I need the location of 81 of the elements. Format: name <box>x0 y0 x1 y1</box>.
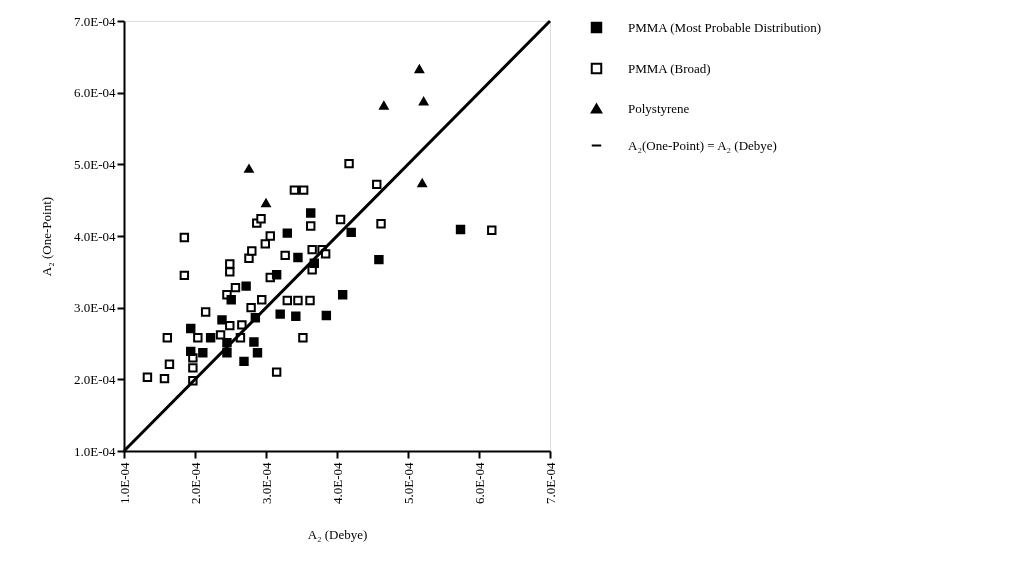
point <box>198 348 208 358</box>
point <box>306 208 316 218</box>
x-tick-label: 2.0E-04 <box>187 462 203 505</box>
point <box>374 254 384 265</box>
x-tick-label: 5.0E-04 <box>400 462 416 505</box>
point <box>159 373 170 384</box>
point <box>306 221 316 231</box>
point <box>376 219 386 229</box>
y-tick-label: 1.0E-04 <box>73 443 116 459</box>
point <box>305 295 315 306</box>
point <box>344 158 354 169</box>
point <box>200 307 211 317</box>
legend-label: PMMA (Most Probable Distribution) <box>628 19 822 35</box>
point <box>321 310 332 321</box>
point <box>293 295 303 306</box>
point <box>164 359 175 369</box>
y-tick-label: 7.0E-04 <box>73 13 116 29</box>
point <box>244 164 254 173</box>
point <box>275 309 285 319</box>
point <box>379 101 389 110</box>
point <box>271 367 282 377</box>
point <box>271 269 282 280</box>
point <box>337 290 348 300</box>
x-axis-title: A₂ (Debye) <box>307 527 368 543</box>
point <box>265 231 275 241</box>
y-tick-label: 6.0E-04 <box>73 85 116 101</box>
point <box>282 295 293 306</box>
point <box>372 179 382 190</box>
point <box>418 97 429 106</box>
point <box>246 302 256 313</box>
point <box>252 348 263 358</box>
point <box>335 214 346 225</box>
point <box>298 333 308 343</box>
point <box>280 250 290 261</box>
point <box>257 295 267 305</box>
y-tick-label: 2.0E-04 <box>73 371 116 387</box>
y-axis-title: A₂ (One-Point) <box>38 196 54 277</box>
legend-label: A₂(One-Point) = A₂ (Debye) <box>628 137 777 153</box>
point <box>256 214 266 224</box>
y-tick-label: 5.0E-04 <box>73 156 116 172</box>
legend-label: Polystyrene <box>628 100 690 116</box>
point <box>455 224 466 235</box>
point <box>186 346 196 357</box>
point <box>222 348 232 358</box>
point <box>414 64 425 74</box>
y-tick-label: 4.0E-04 <box>73 228 116 244</box>
point <box>307 244 317 255</box>
x-tick-label: 7.0E-04 <box>542 462 558 505</box>
point <box>417 178 427 188</box>
point <box>260 239 270 249</box>
point <box>142 372 153 382</box>
point <box>261 198 271 208</box>
x-tick-label: 6.0E-04 <box>471 462 487 505</box>
point <box>291 311 301 321</box>
point <box>293 252 303 263</box>
point <box>179 232 190 243</box>
point <box>239 356 249 367</box>
point <box>289 185 300 195</box>
point <box>188 363 198 373</box>
point <box>179 270 190 281</box>
point <box>237 320 247 330</box>
point <box>215 330 226 340</box>
point <box>487 225 497 235</box>
point <box>346 227 356 238</box>
point <box>247 246 257 256</box>
x-tick-label: 3.0E-04 <box>258 462 274 505</box>
point <box>249 337 259 347</box>
x-tick-label: 4.0E-04 <box>329 462 345 505</box>
point <box>217 315 227 325</box>
point <box>298 185 309 195</box>
point <box>225 259 235 269</box>
point <box>186 323 196 334</box>
point <box>282 228 293 238</box>
point <box>205 333 216 343</box>
point <box>193 333 203 343</box>
point <box>162 333 173 343</box>
y-tick-label: 3.0E-04 <box>73 300 116 316</box>
point <box>241 281 251 291</box>
legend-label: PMMA (Broad) <box>628 60 711 76</box>
point <box>226 295 236 305</box>
point <box>230 282 241 293</box>
